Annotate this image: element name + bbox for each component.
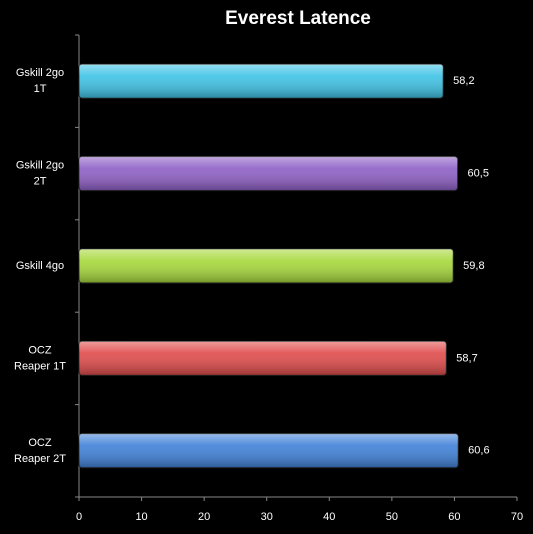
category-label: Gskill 4go	[16, 260, 64, 272]
value-label: 59,8	[463, 260, 484, 272]
bar-shine	[79, 249, 454, 283]
category-label: Gskill 2go 1T	[16, 67, 64, 95]
value-label: 58,7	[456, 352, 477, 364]
category-label: OCZ Reaper 1T	[14, 344, 66, 372]
x-tick-label: 40	[323, 511, 335, 523]
bar-shine	[79, 433, 459, 468]
bar-shine	[79, 64, 444, 99]
value-label: 60,5	[468, 168, 489, 180]
category-label: OCZ Reaper 2T	[14, 437, 66, 465]
x-tick-label: 0	[76, 511, 82, 523]
x-tick-label: 70	[511, 511, 523, 523]
bar-shine	[79, 156, 458, 191]
value-label: 58,2	[453, 75, 474, 87]
value-label: 60,6	[468, 445, 489, 457]
x-tick-label: 20	[198, 511, 210, 523]
x-tick-label: 60	[448, 511, 460, 523]
chart-title: Everest Latence	[225, 8, 371, 29]
x-tick-label: 50	[386, 511, 398, 523]
x-tick-label: 30	[261, 511, 273, 523]
x-tick-label: 10	[135, 511, 147, 523]
category-label: Gskill 2go 2T	[16, 160, 64, 188]
bar-shine	[79, 341, 447, 376]
